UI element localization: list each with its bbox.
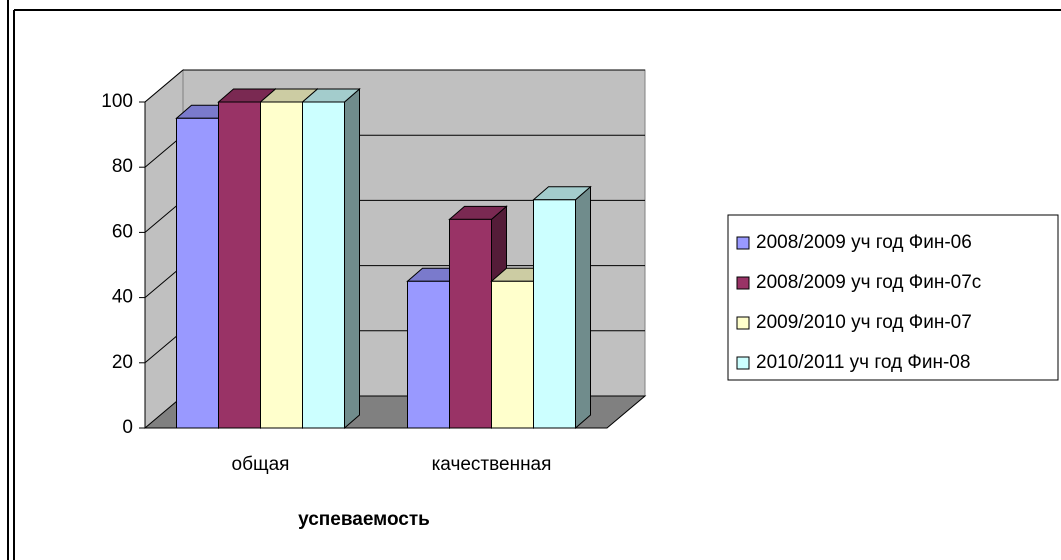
legend-swatch <box>736 356 750 370</box>
bar-side <box>575 185 591 430</box>
y-tick-label: 20 <box>112 352 133 373</box>
legend-swatch <box>736 316 750 330</box>
y-tick-label: 0 <box>122 417 133 438</box>
x-axis-title: успеваемость <box>298 509 430 530</box>
y-tick-label: 80 <box>112 156 133 177</box>
bar <box>260 101 303 429</box>
bar <box>176 117 219 429</box>
legend-label: 2009/2010 уч год Фин-07 <box>756 312 972 333</box>
legend-label: 2010/2011 уч год Фин-08 <box>756 352 970 373</box>
legend-swatch <box>736 276 750 290</box>
bar <box>449 218 492 429</box>
y-tick-label: 100 <box>101 91 133 112</box>
legend-swatch <box>736 236 750 250</box>
bar-side <box>344 87 360 430</box>
legend <box>727 214 1059 381</box>
x-tick-label: общая <box>232 454 290 475</box>
grid-line <box>144 69 184 103</box>
y-tick-label: 60 <box>112 221 133 242</box>
legend-label: 2008/2009 уч год Фин-07с <box>756 272 981 293</box>
bar <box>407 280 450 429</box>
bar <box>218 101 261 429</box>
bar <box>491 280 534 429</box>
bar <box>302 101 345 429</box>
y-tick-label: 40 <box>112 287 133 308</box>
bar <box>533 199 576 429</box>
legend-label: 2008/2009 уч год Фин-06 <box>756 232 972 253</box>
x-tick-label: качественная <box>432 454 552 475</box>
